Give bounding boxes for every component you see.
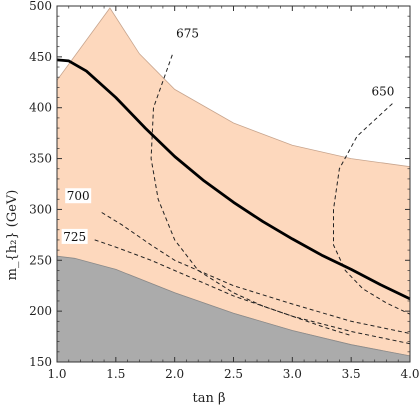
contour-725 <box>94 239 410 345</box>
contour-650 <box>333 103 410 315</box>
thick-curve <box>56 58 411 301</box>
y-tick-label: 300 <box>29 202 52 216</box>
contour-label-725: 725 <box>63 230 86 244</box>
contour-label-650: 650 <box>371 84 394 98</box>
contour-label-700: 700 <box>67 189 90 203</box>
excluded-region <box>57 255 410 362</box>
x-tick-label: 1.0 <box>47 367 66 381</box>
x-tick-label: 2.0 <box>165 367 184 381</box>
x-axis-label: tan β <box>193 391 226 406</box>
contour-label-675: 675 <box>176 26 199 40</box>
y-axis-label: m_{h₂} (GeV) <box>5 190 20 281</box>
contour-675 <box>150 54 352 337</box>
y-tick-label: 450 <box>29 50 52 64</box>
contour-label-bg-725 <box>61 228 88 244</box>
x-tick-label: 2.5 <box>224 367 243 381</box>
y-tick-label: 200 <box>29 304 52 318</box>
x-tick-label: 3.0 <box>283 367 302 381</box>
x-tick-label: 4.0 <box>400 367 419 381</box>
y-tick-label: 500 <box>29 0 52 13</box>
contour-label-bg-650 <box>369 83 396 99</box>
contour-700 <box>101 212 410 334</box>
y-tick-label: 350 <box>29 152 52 166</box>
x-tick-label: 3.5 <box>342 367 361 381</box>
x-tick-label: 1.5 <box>106 367 125 381</box>
y-tick-label: 250 <box>29 253 52 267</box>
y-tick-label: 150 <box>29 355 52 369</box>
y-tick-label: 400 <box>29 101 52 115</box>
contour-label-bg-675 <box>174 25 201 41</box>
contour-label-bg-700 <box>65 188 92 204</box>
